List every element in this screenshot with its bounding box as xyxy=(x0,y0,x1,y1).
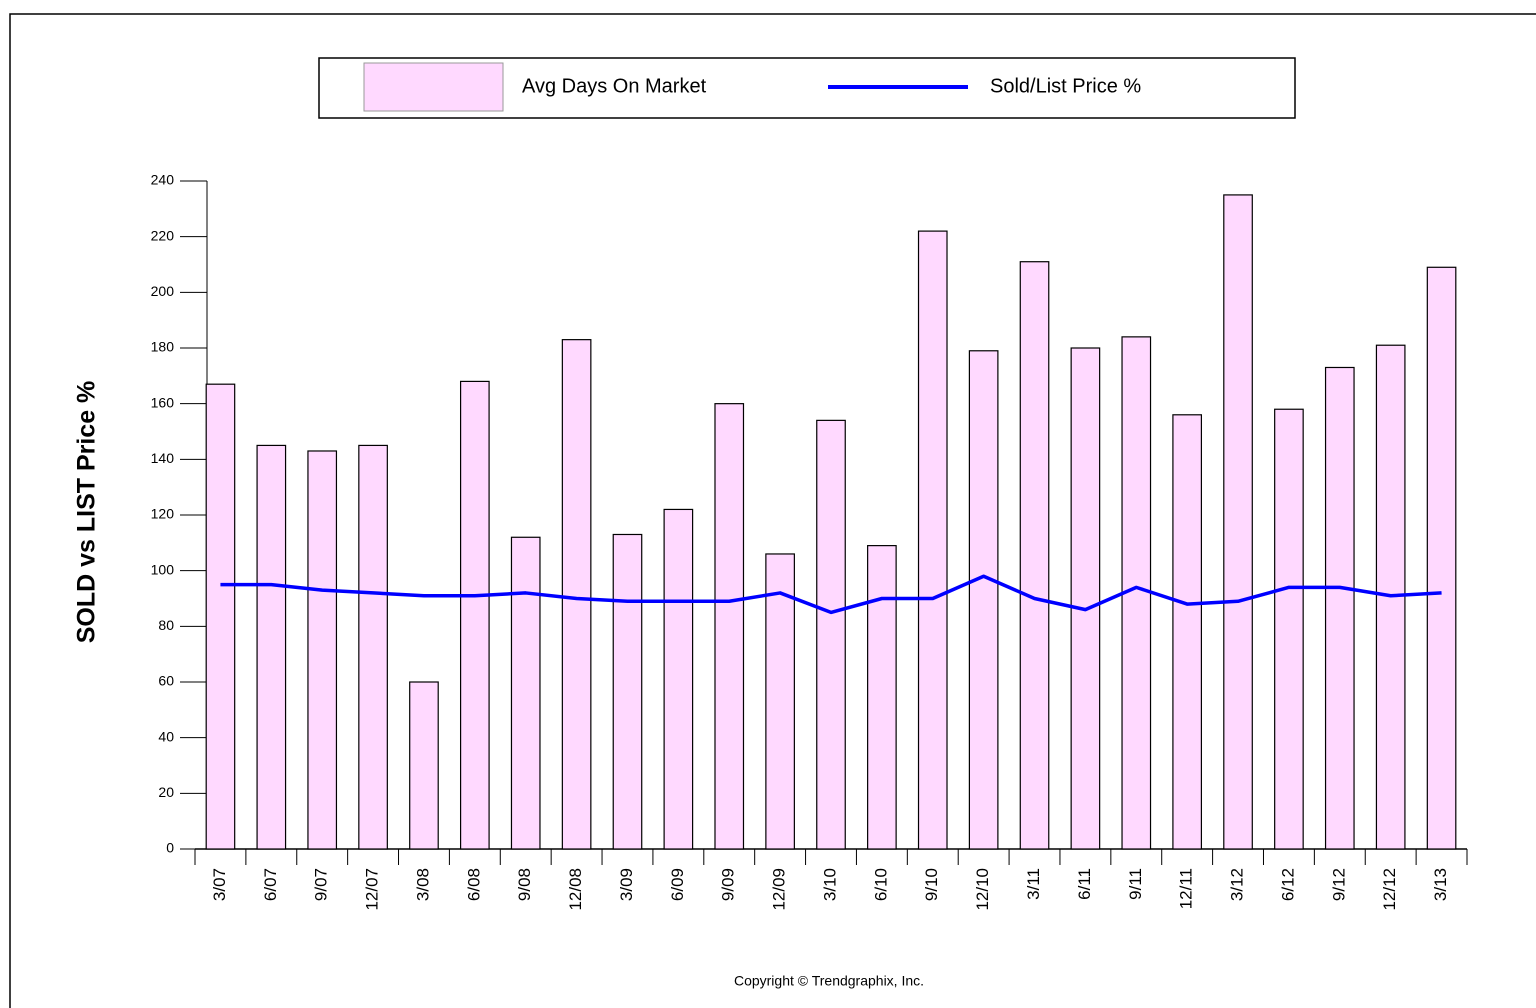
bar xyxy=(1274,408,1304,850)
bar xyxy=(307,450,338,850)
bar xyxy=(663,508,694,850)
x-tick-label: 6/09 xyxy=(668,868,687,901)
bar xyxy=(510,536,541,850)
bar xyxy=(816,419,846,850)
y-axis-title: SOLD vs LIST Price % xyxy=(73,381,101,644)
x-tick-label: 3/07 xyxy=(210,868,229,901)
bar xyxy=(1172,414,1203,850)
x-tick-label: 12/07 xyxy=(363,868,382,911)
bar xyxy=(714,403,745,850)
bar xyxy=(358,444,388,850)
y-tick-label: 140 xyxy=(151,450,175,466)
bar xyxy=(561,339,592,850)
bar xyxy=(205,383,236,850)
y-tick-label: 0 xyxy=(166,840,174,856)
x-tick-label: 9/09 xyxy=(719,868,738,901)
y-tick-label: 200 xyxy=(151,283,175,299)
bar xyxy=(256,444,287,850)
bar xyxy=(917,230,948,850)
y-tick-label: 60 xyxy=(158,673,174,689)
y-tick-label: 20 xyxy=(158,784,174,800)
line xyxy=(220,574,1442,615)
x-tick-label: 12/11 xyxy=(1177,868,1196,909)
y-tick-label: 180 xyxy=(151,339,175,355)
y-tick-label: 100 xyxy=(151,561,175,577)
x-tick-label: 6/08 xyxy=(464,868,483,901)
x-tick-label: 9/12 xyxy=(1329,868,1348,901)
x-tick-label: 3/13 xyxy=(1431,868,1450,901)
x-tick-label: 3/08 xyxy=(413,868,432,901)
bar xyxy=(765,553,795,850)
bar xyxy=(968,350,999,850)
x-tick-label: 6/10 xyxy=(871,868,890,901)
bar xyxy=(867,545,897,850)
y-tick-label: 220 xyxy=(151,227,175,243)
x-tick-label: 12/10 xyxy=(973,868,992,911)
y-tick-label: 240 xyxy=(151,172,175,188)
bar xyxy=(1070,347,1101,850)
legend-label: Avg Days On Market xyxy=(522,75,707,97)
x-tick-label: 12/09 xyxy=(770,868,789,911)
copyright: Copyright © Trendgraphix, Inc. xyxy=(734,973,924,989)
bar xyxy=(409,681,439,850)
bar xyxy=(1019,261,1050,850)
x-tick-label: 12/12 xyxy=(1380,868,1399,911)
x-tick-label: 9/10 xyxy=(922,868,941,901)
legend-label: Sold/List Price % xyxy=(990,75,1141,97)
x-tick-label: 9/08 xyxy=(515,868,534,901)
bar xyxy=(459,380,490,850)
bar xyxy=(612,533,643,850)
x-tick-label: 9/11 xyxy=(1126,868,1145,900)
bar xyxy=(1223,194,1253,850)
x-tick-label: 6/11 xyxy=(1075,868,1094,900)
x-tick-label: 3/12 xyxy=(1228,868,1247,901)
x-tick-label: 3/10 xyxy=(820,868,839,901)
legend-swatch xyxy=(363,62,504,112)
y-tick-label: 80 xyxy=(158,617,174,633)
bar xyxy=(1426,266,1457,850)
y-tick-label: 120 xyxy=(151,506,175,522)
bar xyxy=(1324,366,1355,850)
x-tick-label: 3/09 xyxy=(617,868,636,901)
y-tick-label: 160 xyxy=(151,394,175,410)
x-tick-label: 6/12 xyxy=(1278,868,1297,901)
x-tick-label: 12/08 xyxy=(566,868,585,911)
y-tick-label: 40 xyxy=(158,728,174,744)
x-tick-label: 3/11 xyxy=(1024,868,1043,900)
x-tick-label: 9/07 xyxy=(312,868,331,901)
x-tick-label: 6/07 xyxy=(261,868,280,901)
frame xyxy=(9,13,1536,1008)
